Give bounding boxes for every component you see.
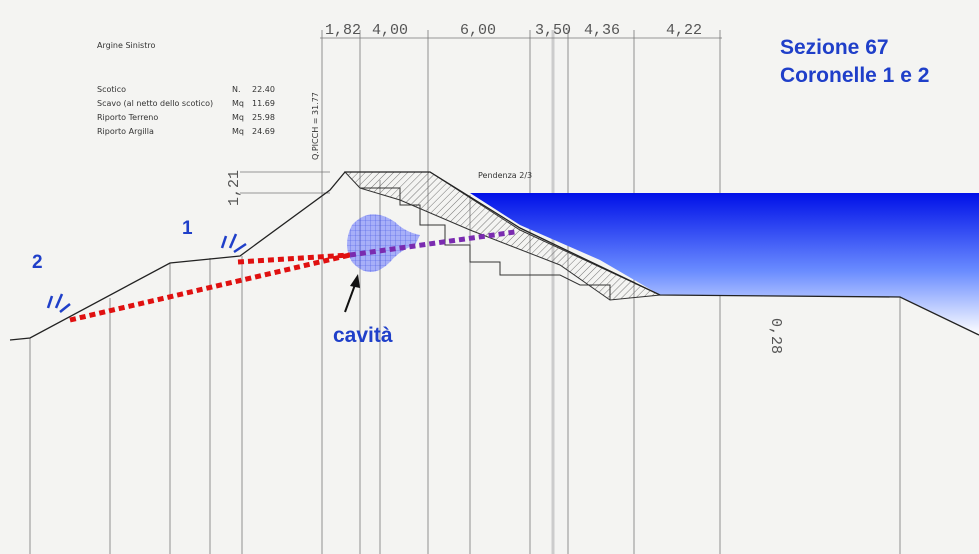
table-cell: 25.98 xyxy=(252,113,275,122)
section-title: Sezione 67 xyxy=(780,36,889,59)
water xyxy=(470,193,979,335)
dimensions: 1,82 4,00 6,00 3,50 4,36 4,22 xyxy=(325,22,702,39)
arrow-head xyxy=(350,274,360,288)
table-cell: N. xyxy=(232,85,241,94)
table: Scotico N. 22.40 Scavo (al netto dello scot… xyxy=(97,85,275,136)
marker-label: 2 xyxy=(32,252,43,273)
ground-profile xyxy=(9,171,979,341)
table-cell: Mq xyxy=(232,99,244,108)
dimension-label: 6,00 xyxy=(460,22,496,39)
arrow xyxy=(344,281,357,313)
depth-label: 0,28 xyxy=(767,318,784,354)
table-cell: 24.69 xyxy=(252,127,275,136)
section-subtitle: Coronelle 1 e 2 xyxy=(780,64,929,87)
dimension-label: 1,82 xyxy=(325,22,361,39)
excavation-steps xyxy=(360,187,611,300)
dimension-label: 3,50 xyxy=(535,22,571,39)
dimension-label: 4,36 xyxy=(584,22,620,39)
red-paths xyxy=(69,252,351,323)
slope-label: Pendenza 2/3 xyxy=(478,171,532,180)
dimension-label: 4,22 xyxy=(666,22,702,39)
elevation-label: Q.PICCH = 31.77 xyxy=(311,92,320,160)
table-cell: 11.69 xyxy=(252,99,275,108)
table-cell: Mq xyxy=(232,127,244,136)
table-cell: 22.40 xyxy=(252,85,275,94)
purple-path xyxy=(349,229,516,258)
marker-label: 1 xyxy=(182,218,193,239)
cavity-label: cavità xyxy=(333,324,393,347)
table-cell: Scavo (al netto dello scotico) xyxy=(97,99,213,108)
table-cell: Riporto Terreno xyxy=(97,113,158,122)
cavity-fill xyxy=(347,214,420,272)
dimension-label: 4,00 xyxy=(372,22,408,39)
marker-ticks xyxy=(46,233,247,313)
height-label: 1,21 xyxy=(226,170,243,206)
table-cell: Mq xyxy=(232,113,244,122)
title: Argine Sinistro xyxy=(97,41,155,50)
cavity xyxy=(347,214,420,272)
table-cell: Scotico xyxy=(97,85,126,94)
table-cell: Riporto Argilla xyxy=(97,127,154,136)
